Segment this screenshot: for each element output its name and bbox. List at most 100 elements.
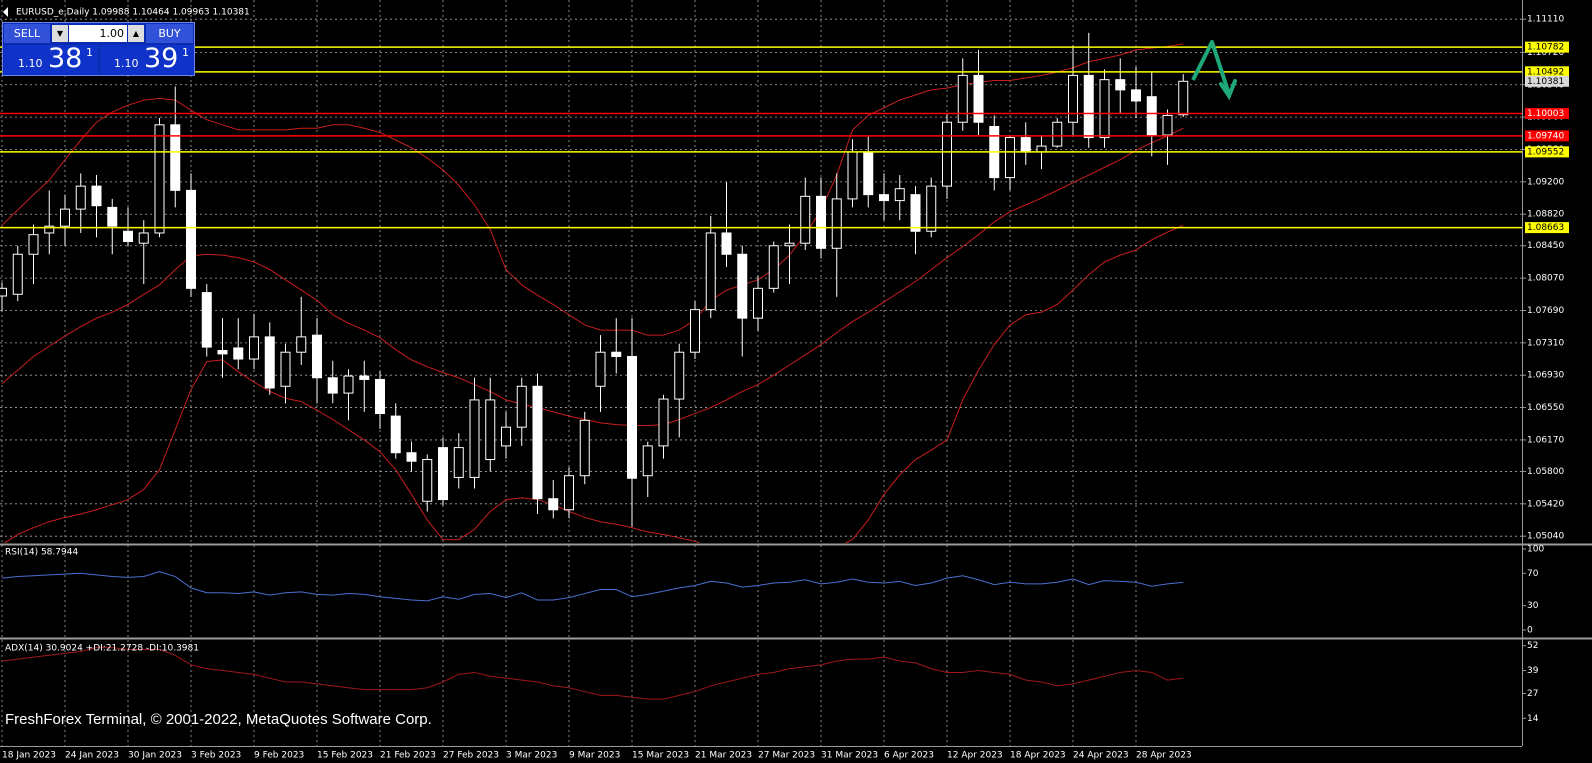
candle-body [249,336,259,360]
candle-body [831,198,842,249]
candle-body [1052,121,1063,147]
lot-up[interactable]: ▲ [128,25,144,42]
x-tick-label: 3 Mar 2023 [506,751,557,761]
y-tick-label: 1.07310 [1527,338,1564,348]
last-price-label: 1.10381 [1527,77,1564,87]
candle-body [327,377,338,394]
candle-body [926,185,937,232]
candle-body [390,415,401,454]
x-tick-label: 15 Mar 2023 [632,751,689,761]
x-tick-label: 6 Apr 2023 [884,751,934,761]
header-icon [3,7,8,17]
candle-body [233,347,244,360]
candle-body [595,351,606,387]
level-label: 1.08663 [1527,223,1564,233]
bid-sup: 1 [86,46,93,59]
candle-body [453,447,464,478]
x-tick-label: 30 Jan 2023 [128,751,182,761]
candle-body [12,253,23,295]
candle-body [863,151,874,196]
x-tick-label: 21 Feb 2023 [380,751,436,761]
candle-body [1115,79,1126,91]
candle-body [438,447,448,501]
bid-price[interactable]: 1.10 38 1 [4,43,98,75]
level-tag [1525,146,1569,158]
candle-body [957,74,968,123]
y-tick-label: 1.07690 [1527,306,1564,316]
candle-body [564,475,574,511]
indicator-line [1,647,1184,700]
ask-sup: 1 [182,46,189,59]
y-tick-label: 1.05040 [1527,532,1564,542]
lot-input[interactable]: 1.00 [69,25,127,42]
band-line [3,224,1184,543]
level-tag [1525,130,1569,142]
y-tick-label: 39 [1527,666,1539,676]
buy-button[interactable]: BUY [146,24,193,43]
candle-body [879,194,889,202]
candle-body [516,385,527,428]
forecast-arrowhead [1219,79,1237,101]
candle-body [44,225,55,234]
last-price-tag [1525,75,1569,87]
candle-body [91,185,102,207]
candle-body [816,195,826,249]
y-tick-label: 1.06930 [1527,371,1564,381]
candle-body [1131,89,1141,102]
y-tick-label: 52 [1527,641,1538,651]
candle-body [1068,74,1078,123]
y-tick-label: 1.08450 [1527,241,1564,251]
y-tick-label: 1.06170 [1527,435,1564,445]
y-tick-label: 30 [1527,601,1539,611]
grid [0,0,1522,746]
level-label: 1.09740 [1527,131,1564,141]
x-tick-label: 18 Apr 2023 [1010,751,1066,761]
candle-body [0,287,7,297]
footer: FreshForex Terminal, © 2001-2022, MetaQu… [5,711,432,728]
sell-button[interactable]: SELL [4,24,50,43]
y-tick-label: 1.06550 [1527,403,1564,413]
candle-body [75,185,86,210]
bid-main: 38 [48,43,83,74]
candle-body [753,287,763,319]
ask-prefix: 1.10 [114,57,139,70]
candle-body [170,124,181,191]
band-line [1,43,1184,336]
level-label: 1.10003 [1527,109,1564,119]
candle-body [894,188,905,202]
candle-body [1020,137,1031,153]
candle-body [1083,74,1094,139]
ask-price[interactable]: 1.10 39 1 [100,43,194,75]
candle-body [532,385,543,500]
indicator-line [1,571,1184,602]
x-tick-label: 28 Apr 2023 [1136,751,1192,761]
candle-body [138,232,149,244]
x-tick-label: 3 Feb 2023 [191,751,241,761]
candle-body [642,445,653,477]
y-tick-label: 1.11110 [1527,15,1564,25]
candle-body [1099,79,1110,139]
candle-body [768,245,779,289]
x-tick-label: 27 Feb 2023 [443,751,499,761]
ask-main: 39 [144,43,179,74]
x-tick-label: 18 Jan 2023 [2,751,56,761]
candle-body [375,378,385,415]
candle-body [973,74,984,123]
candle-body [406,452,417,462]
candle-body [1005,137,1015,179]
x-tick-label: 27 Mar 2023 [758,751,815,761]
candle-body [1146,96,1157,136]
y-tick-label: 1.10720 [1527,48,1564,58]
rsi-title: RSI(14) 58.7944 [5,548,78,558]
candle-body [343,375,354,394]
x-tick-label: 24 Jan 2023 [65,751,119,761]
candle-body [579,419,590,477]
candle-body [611,351,622,357]
candle-body [847,151,858,200]
level-label: 1.09552 [1527,147,1564,157]
candle-body [201,292,212,348]
lot-down[interactable]: ▼ [52,25,68,42]
candle-body [485,399,496,461]
